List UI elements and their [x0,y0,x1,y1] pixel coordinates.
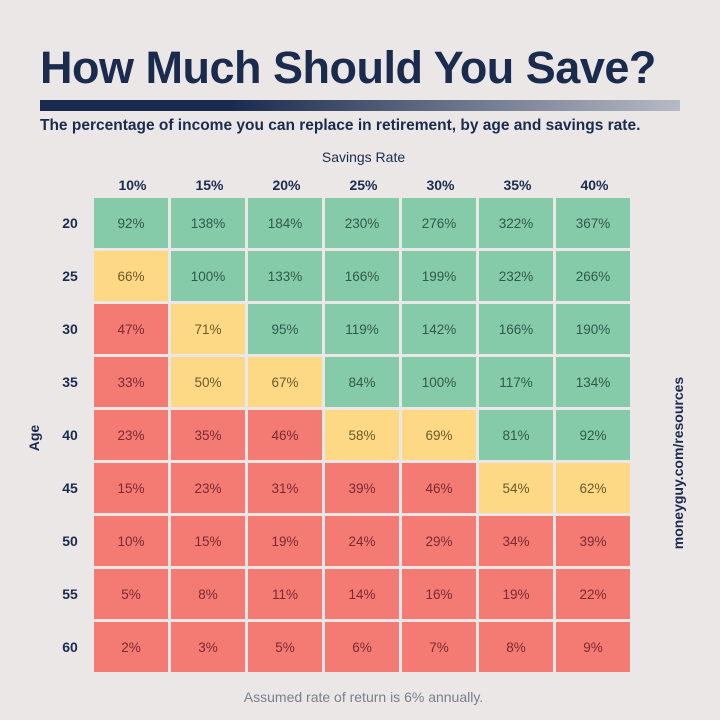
heatmap-cell: 23% [171,463,245,513]
heatmap-cell: 8% [479,622,553,672]
heatmap-cell: 39% [325,463,399,513]
title-underline-bar [40,100,680,111]
heatmap-cell: 84% [325,357,399,407]
heatmap-cell: 190% [556,304,630,354]
heatmap-cell: 95% [248,304,322,354]
column-header: 10% [118,177,147,193]
heatmap-cell: 71% [171,304,245,354]
heatmap-cell: 184% [248,198,322,248]
footnote: Assumed rate of return is 6% annually. [243,689,484,705]
heatmap-cell: 31% [248,463,322,513]
heatmap-cell: 62% [556,463,630,513]
heatmap-cell: 23% [94,410,168,460]
column-header: 20% [272,177,301,193]
heatmap-cell: 67% [248,357,322,407]
x-axis-label: Savings Rate [321,149,406,165]
heatmap-cell: 14% [325,569,399,619]
heatmap-cell: 50% [171,357,245,407]
heatmap-cell: 322% [479,198,553,248]
heatmap-cell: 19% [248,516,322,566]
heatmap-cell: 10% [94,516,168,566]
heatmap-cell: 16% [402,569,476,619]
heatmap-cell: 230% [325,198,399,248]
heatmap-cell: 142% [402,304,476,354]
heatmap-cell: 138% [171,198,245,248]
heatmap-cell: 34% [479,516,553,566]
heatmap-cell: 266% [556,251,630,301]
row-header: 40 [62,427,78,443]
heatmap-cell: 35% [171,410,245,460]
heatmap-cell: 58% [325,410,399,460]
heatmap-cell: 133% [248,251,322,301]
heatmap-cell: 46% [402,463,476,513]
heatmap-cell: 367% [556,198,630,248]
heatmap-cell: 81% [479,410,553,460]
heatmap-cell: 22% [556,569,630,619]
row-header: 20 [62,215,78,231]
column-header: 30% [426,177,455,193]
heatmap-cell: 11% [248,569,322,619]
heatmap-cell: 9% [556,622,630,672]
heatmap-cell: 232% [479,251,553,301]
heatmap-cell: 46% [248,410,322,460]
heatmap-cell: 199% [402,251,476,301]
heatmap-cell: 15% [94,463,168,513]
heatmap-cell: 166% [479,304,553,354]
heatmap-cell: 117% [479,357,553,407]
row-header: 45 [62,480,78,496]
heatmap-cell: 66% [94,251,168,301]
heatmap-cell: 100% [402,357,476,407]
heatmap-cell: 6% [325,622,399,672]
heatmap-cell: 69% [402,410,476,460]
row-header: 30 [62,321,78,337]
heatmap-cell: 5% [248,622,322,672]
row-header: 50 [62,533,78,549]
column-header: 25% [349,177,378,193]
heatmap-cell: 47% [94,304,168,354]
heatmap-cell: 19% [479,569,553,619]
heatmap-cell: 92% [94,198,168,248]
column-header: 40% [580,177,609,193]
heatmap-cell: 119% [325,304,399,354]
heatmap-cell: 54% [479,463,553,513]
page-title: How Much Should You Save? [40,42,656,93]
row-header: 35 [62,374,78,390]
column-header: 35% [503,177,532,193]
heatmap-cell: 8% [171,569,245,619]
row-header: 60 [62,639,78,655]
row-header: 55 [62,586,78,602]
row-header: 25 [62,268,78,284]
heatmap-cell: 134% [556,357,630,407]
heatmap-cell: 3% [171,622,245,672]
heatmap-cell: 276% [402,198,476,248]
heatmap-cell: 166% [325,251,399,301]
heatmap-cell: 15% [171,516,245,566]
heatmap-cell: 5% [94,569,168,619]
y-axis-label: Age [26,424,42,452]
heatmap-cell: 29% [402,516,476,566]
heatmap-cell: 7% [402,622,476,672]
heatmap-cell: 92% [556,410,630,460]
column-header: 15% [195,177,224,193]
website-credit: moneyguy.com/resources [670,376,686,550]
heatmap-cell: 100% [171,251,245,301]
heatmap-cell: 39% [556,516,630,566]
heatmap-cell: 33% [94,357,168,407]
subtitle: The percentage of income you can replace… [40,117,641,134]
heatmap-cell: 24% [325,516,399,566]
heatmap-cell: 2% [94,622,168,672]
